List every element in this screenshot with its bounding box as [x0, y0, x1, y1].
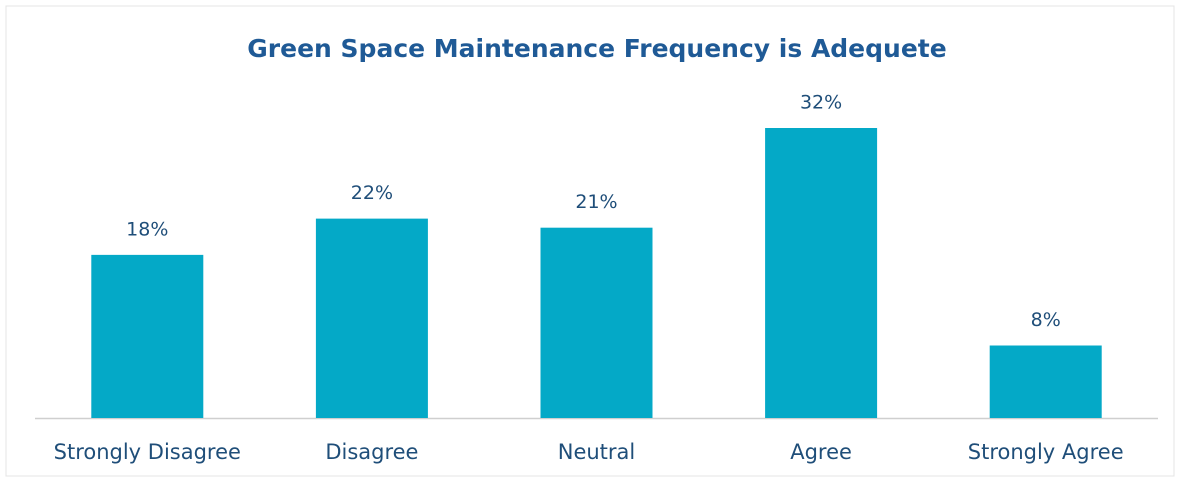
x-tick-label: Neutral [558, 440, 636, 464]
bar [315, 218, 428, 418]
x-tick-label: Disagree [325, 440, 418, 464]
value-label: 8% [1031, 309, 1061, 331]
x-tick-label: Strongly Agree [968, 440, 1124, 464]
bar [989, 345, 1102, 418]
bar [540, 227, 653, 418]
x-tick-label: Agree [790, 440, 852, 464]
value-label: 18% [126, 218, 168, 240]
chart-title: Green Space Maintenance Frequency is Ade… [247, 34, 946, 63]
value-label: 22% [351, 182, 393, 204]
x-tick-label: Strongly Disagree [54, 440, 241, 464]
value-label: 32% [800, 92, 842, 114]
bar [91, 254, 204, 418]
bar [765, 128, 878, 418]
value-label: 21% [575, 191, 617, 213]
